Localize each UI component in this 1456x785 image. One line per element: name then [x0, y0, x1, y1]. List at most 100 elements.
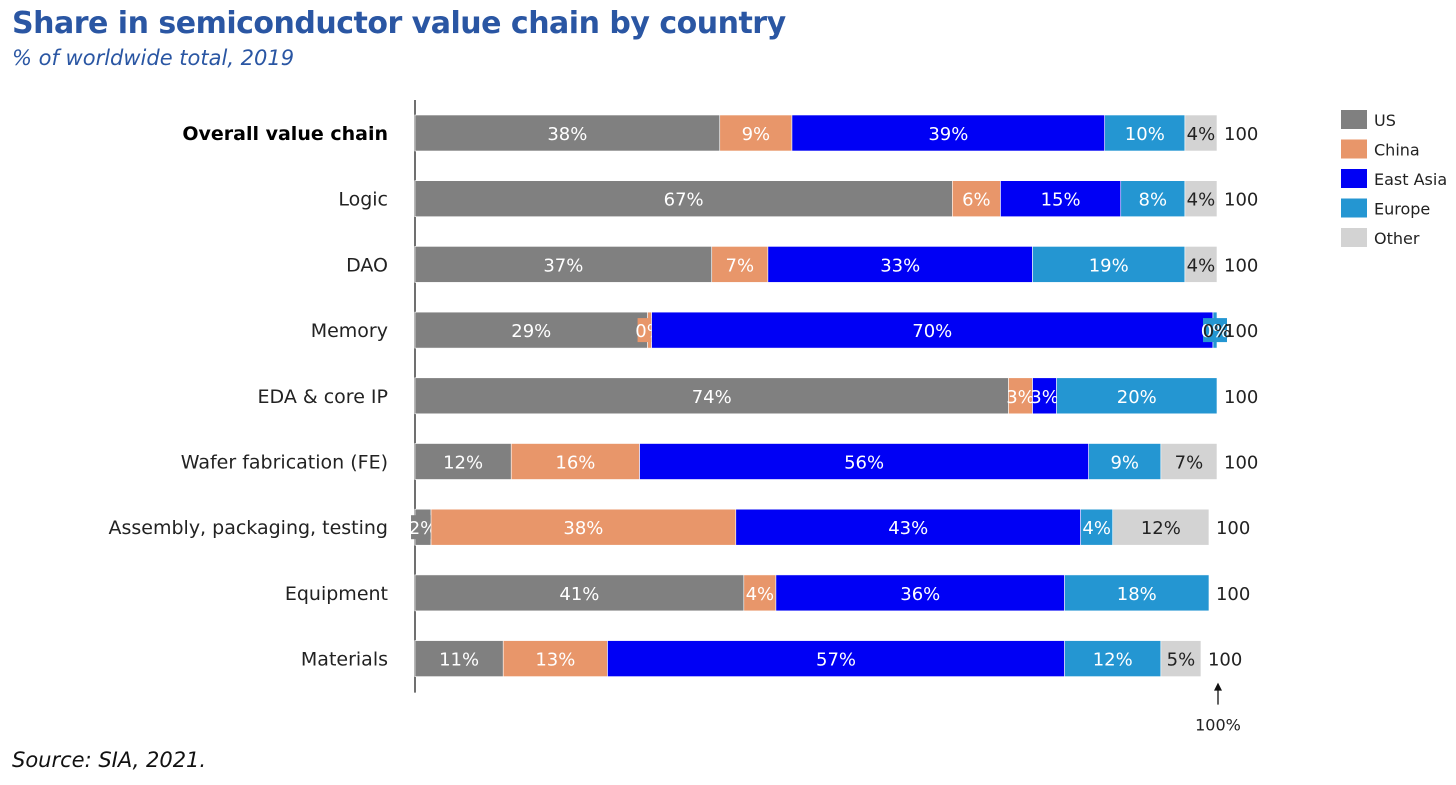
data-label-wafer-fabrication-fe-china: 16%: [555, 453, 595, 474]
category-label-assembly-packaging-testing: Assembly, packaging, testing: [108, 517, 388, 539]
bar-logic-other: [1184, 180, 1218, 217]
data-label-eda-core-ip-us: 74%: [692, 387, 732, 408]
data-label-materials-east-asia: 57%: [816, 650, 856, 671]
total-label-logic: 100: [1224, 190, 1258, 211]
data-label-assembly-packaging-testing-china: 38%: [563, 518, 603, 539]
bar-logic-us: [414, 180, 953, 217]
data-label-dao-east-asia: 33%: [880, 255, 920, 276]
bar-dao-other: [1184, 246, 1218, 283]
total-label-equipment: 100: [1216, 584, 1250, 605]
bar-equipment-us: [414, 574, 745, 612]
bar-memory-us: [414, 311, 648, 349]
data-label-logic-us: 67%: [664, 190, 704, 211]
label-box-memory-europe: [1202, 318, 1227, 343]
category-label-wafer-fabrication-fe: Wafer fabrication (FE): [181, 452, 388, 474]
data-label-wafer-fabrication-fe-other: 7%: [1175, 453, 1204, 474]
bar-equipment-east-asia: [775, 574, 1065, 612]
data-label-materials-europe: 12%: [1093, 650, 1133, 671]
data-label-dao-other: 4%: [1187, 255, 1216, 276]
legend-swatch-us: [1341, 110, 1367, 129]
data-label-overall-value-chain-us: 38%: [547, 124, 587, 145]
total-label-eda-core-ip: 100: [1224, 387, 1258, 408]
legend-label-east-asia: East Asia: [1374, 170, 1447, 189]
bar-dao-east-asia: [767, 246, 1033, 283]
bar-wafer-fabrication-fe-other: [1160, 443, 1218, 480]
total-label-materials: 100: [1208, 650, 1242, 671]
bar-logic-europe: [1120, 180, 1186, 217]
data-label-overall-value-chain-china: 9%: [742, 124, 771, 145]
bar-assembly-packaging-testing-other: [1112, 508, 1210, 546]
bar-wafer-fabrication-fe-east-asia: [639, 443, 1089, 480]
data-label-equipment-us: 41%: [559, 584, 599, 605]
category-label-equipment: Equipment: [285, 583, 388, 605]
data-label-overall-value-chain-other: 4%: [1187, 124, 1216, 145]
data-label-assembly-packaging-testing-east-asia: 43%: [888, 518, 928, 539]
category-label-logic: Logic: [338, 189, 388, 211]
data-label-dao-china: 7%: [726, 255, 755, 276]
total-label-wafer-fabrication-fe: 100: [1224, 453, 1258, 474]
legend-swatch-other: [1341, 228, 1367, 247]
bar-wafer-fabrication-fe-china: [510, 443, 640, 480]
data-label-equipment-east-asia: 36%: [900, 584, 940, 605]
data-label-assembly-packaging-testing-other: 12%: [1141, 518, 1181, 539]
legend-swatch-east-asia: [1341, 169, 1367, 188]
source-note: Source: SIA, 2021.: [12, 748, 207, 772]
bar-overall-value-chain-east-asia: [791, 114, 1106, 152]
total-label-assembly-packaging-testing: 100: [1216, 518, 1250, 539]
data-label-materials-china: 13%: [535, 650, 575, 671]
legend-label-us: US: [1374, 111, 1396, 130]
data-label-memory-us: 29%: [511, 321, 551, 342]
bar-materials-east-asia: [607, 640, 1065, 677]
bar-assembly-packaging-testing-china: [430, 508, 737, 546]
bar-dao-china: [711, 246, 769, 283]
data-label-assembly-packaging-testing-europe: 4%: [1082, 518, 1111, 539]
chart-title: Share in semiconductor value chain by co…: [12, 6, 786, 41]
bar-materials-europe: [1064, 640, 1162, 677]
bar-overall-value-chain-china: [719, 114, 793, 152]
bar-dao-us: [414, 246, 713, 283]
legend-swatch-europe: [1341, 198, 1367, 218]
data-label-logic-europe: 8%: [1139, 190, 1168, 211]
data-label-materials-other: 5%: [1167, 650, 1196, 671]
bar-wafer-fabrication-fe-us: [414, 443, 512, 480]
data-label-dao-us: 37%: [543, 255, 583, 276]
legend-label-china: China: [1374, 141, 1420, 160]
data-label-materials-us: 11%: [439, 650, 479, 671]
data-label-wafer-fabrication-fe-europe: 9%: [1110, 453, 1139, 474]
category-label-eda-core-ip: EDA & core IP: [258, 386, 388, 408]
bar-materials-other: [1160, 640, 1202, 677]
data-label-equipment-china: 4%: [746, 584, 775, 605]
data-label-memory-east-asia: 70%: [912, 321, 952, 342]
data-label-wafer-fabrication-fe-east-asia: 56%: [844, 453, 884, 474]
total-label-overall-value-chain: 100: [1224, 124, 1258, 145]
bar-equipment-europe: [1064, 574, 1210, 612]
data-label-overall-value-chain-east-asia: 39%: [928, 124, 968, 145]
total-label-dao: 100: [1224, 255, 1258, 276]
bar-memory-east-asia: [651, 311, 1214, 349]
data-label-logic-china: 6%: [962, 190, 991, 211]
bar-eda-core-ip-us: [414, 377, 1009, 415]
data-label-assembly-packaging-testing-us: 2%: [409, 518, 438, 539]
bar-overall-value-chain-us: [414, 114, 721, 152]
bar-assembly-packaging-testing-east-asia: [735, 508, 1081, 546]
chart-subtitle: % of worldwide total, 2019: [12, 46, 295, 70]
data-label-dao-europe: 19%: [1089, 255, 1129, 276]
category-label-materials: Materials: [301, 649, 388, 671]
legend-label-other: Other: [1374, 229, 1420, 248]
data-label-logic-other: 4%: [1187, 190, 1216, 211]
annotation-arrow-head: [1214, 682, 1222, 691]
data-label-eda-core-ip-east-asia: 3%: [1030, 387, 1059, 408]
annotation-100-percent: 100%: [1195, 716, 1241, 735]
legend-label-europe: Europe: [1374, 200, 1430, 219]
data-label-logic-east-asia: 15%: [1041, 190, 1081, 211]
bar-overall-value-chain-other: [1184, 114, 1218, 152]
category-label-dao: DAO: [346, 254, 388, 276]
bar-assembly-packaging-testing-europe: [1080, 508, 1114, 546]
data-label-wafer-fabrication-fe-us: 12%: [443, 453, 483, 474]
data-label-eda-core-ip-china: 3%: [1006, 387, 1035, 408]
bar-wafer-fabrication-fe-europe: [1088, 443, 1162, 480]
data-label-eda-core-ip-europe: 20%: [1117, 387, 1157, 408]
legend-swatch-china: [1341, 139, 1367, 159]
data-label-overall-value-chain-europe: 10%: [1125, 124, 1165, 145]
